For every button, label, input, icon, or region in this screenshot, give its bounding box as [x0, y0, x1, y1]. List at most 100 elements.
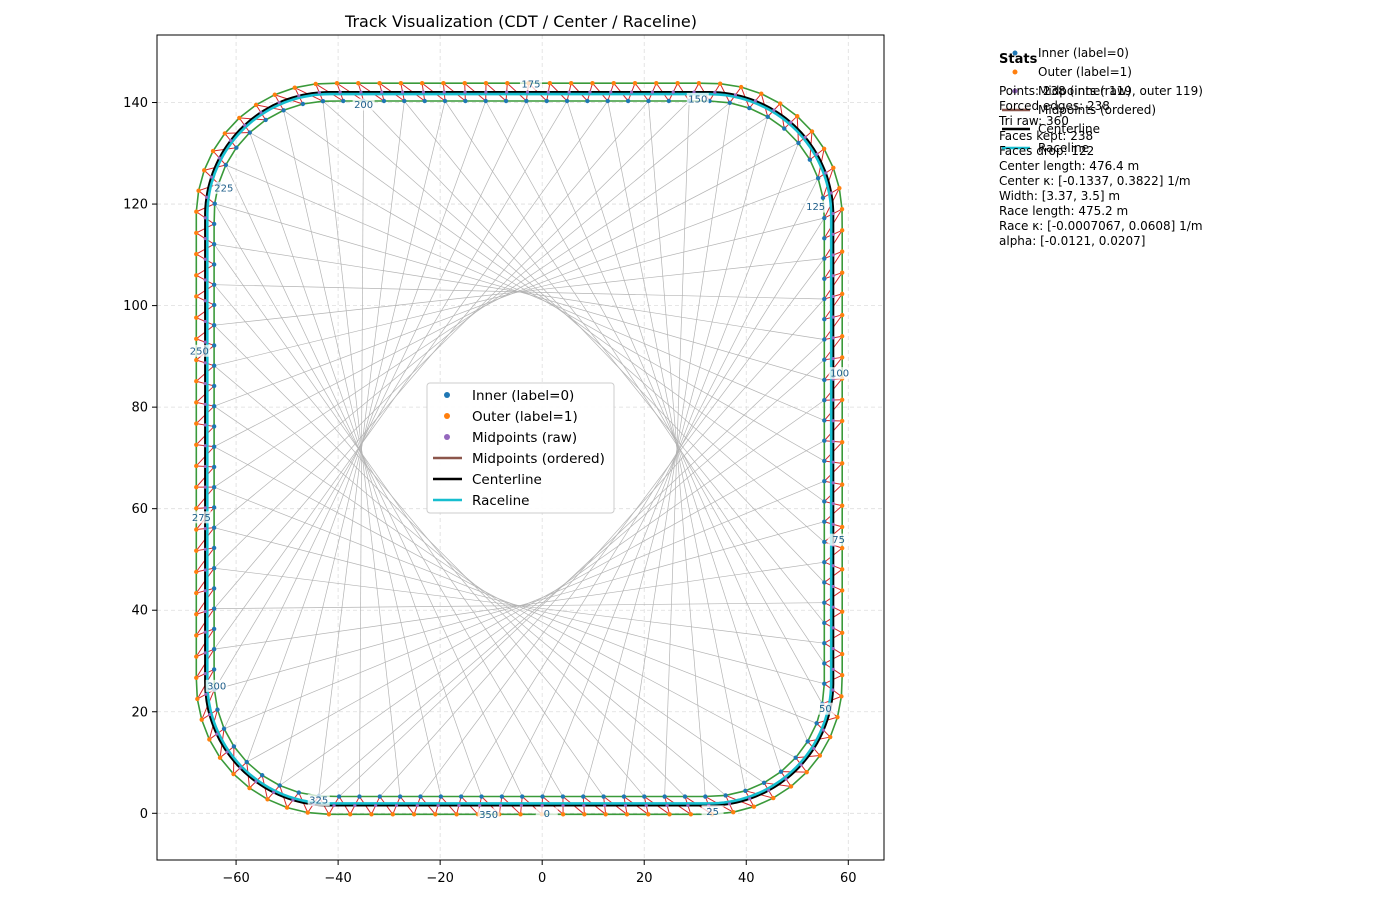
inner-point: [211, 626, 217, 632]
y-tick-label: 60: [131, 502, 148, 517]
midpoint-raw: [203, 485, 207, 489]
midpoint-raw: [561, 803, 565, 808]
midpoint-raw: [623, 803, 628, 808]
midpoint-raw: [207, 713, 212, 717]
midpoint-raw: [215, 732, 219, 736]
outer-point: [231, 771, 236, 777]
outer-point: [795, 113, 800, 119]
stats-line: Points: 238 (inner 119, outer 119): [999, 84, 1203, 98]
midpoint-raw: [203, 381, 207, 386]
inner-point: [807, 157, 813, 162]
outer-point: [839, 524, 845, 530]
outer-point: [828, 734, 833, 740]
midpoint-raw: [831, 688, 835, 692]
midpoint-raw: [812, 746, 816, 751]
stats-line: Faces drop: 122: [999, 144, 1094, 158]
inner-point: [296, 790, 301, 795]
inner-point: [211, 505, 217, 510]
inner-point: [277, 783, 282, 788]
midpoint-raw: [803, 135, 807, 139]
outer-point: [839, 355, 845, 360]
inner-point: [211, 424, 217, 429]
inner-point: [263, 117, 268, 123]
midpoint-raw: [203, 423, 207, 427]
outer-point: [265, 797, 270, 802]
midpoint-raw: [203, 589, 207, 593]
index-label: 150: [688, 94, 707, 105]
midpoint-raw: [203, 236, 207, 241]
inner-point: [822, 661, 827, 666]
inner-point: [211, 323, 217, 328]
outer-point: [194, 484, 199, 490]
inner-point: [336, 794, 342, 799]
outer-point: [839, 461, 845, 466]
stats-line: Race length: 475.2 m: [999, 204, 1128, 218]
inner-point: [822, 418, 827, 423]
cdt-edge: [283, 110, 825, 502]
outer-point: [199, 717, 204, 722]
midpoint-raw: [203, 319, 207, 324]
inner-point: [666, 98, 672, 104]
cdt-edge: [213, 324, 686, 797]
stats-line: Center length: 476.4 m: [999, 159, 1139, 173]
inner-point: [820, 195, 826, 201]
cdt-edge: [213, 100, 690, 569]
legend-label: Raceline: [472, 493, 529, 509]
cdt-edge: [214, 100, 568, 690]
midpoint-raw: [338, 90, 342, 94]
inner-point: [747, 105, 752, 111]
side-legend-marker: [1012, 88, 1018, 94]
outer-point: [839, 567, 845, 572]
outer-point: [237, 115, 242, 121]
side-legend-label: Midpoints (ordered): [1038, 103, 1156, 117]
outer-point: [839, 334, 845, 339]
inner-point: [822, 560, 827, 565]
outer-point: [839, 503, 845, 508]
midpoint-raw: [228, 138, 233, 143]
outer-point: [839, 588, 845, 593]
inner-point: [211, 383, 217, 389]
midpoint-raw: [603, 803, 607, 808]
inner-point: [211, 565, 217, 571]
outer-point: [632, 81, 638, 86]
midpoint-raw: [831, 274, 835, 278]
midpoint-raw: [567, 90, 571, 94]
index-label-bg: [190, 511, 213, 524]
cdt-edge: [542, 142, 799, 797]
legend-label: Outer (label=1): [472, 409, 578, 425]
outer-point: [696, 81, 702, 86]
index-label-bg: [686, 92, 709, 105]
outer-point: [654, 81, 659, 86]
index-label-bg: [827, 533, 850, 546]
outer-point: [195, 696, 200, 702]
inner-point: [499, 794, 505, 799]
inner-point: [544, 98, 549, 104]
midpoint-raw: [442, 90, 446, 94]
midpoint-raw: [203, 444, 207, 448]
inner-point: [211, 242, 217, 247]
stats-line: Width: [3.37, 3.5] m: [999, 189, 1120, 203]
midpoint-raw: [753, 99, 757, 103]
outer-point: [688, 812, 694, 817]
x-tick-label: −20: [426, 871, 453, 886]
midpoint-raw: [242, 123, 247, 127]
outer-point: [194, 273, 199, 278]
cdt-edge: [338, 339, 825, 797]
midpoint-raw: [629, 90, 634, 94]
midpoint-raw: [831, 605, 835, 609]
inner-point: [621, 794, 627, 799]
outer-point: [821, 146, 827, 151]
stats-line: alpha: [-0.0121, 0.0207]: [999, 234, 1145, 248]
outer-point: [839, 249, 845, 254]
outer-point: [717, 81, 723, 86]
inner-point: [662, 794, 667, 799]
midpoint-raw: [650, 90, 654, 94]
inner-point: [211, 363, 217, 368]
outer-point: [390, 812, 395, 817]
cdt-edge: [213, 405, 765, 784]
inner-point: [211, 586, 217, 591]
side-legend-label: Raceline: [1038, 141, 1089, 155]
inner-point: [211, 343, 217, 348]
outer-point: [292, 85, 297, 90]
inner-point: [463, 98, 468, 104]
